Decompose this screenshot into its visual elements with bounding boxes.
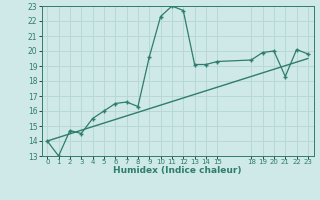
X-axis label: Humidex (Indice chaleur): Humidex (Indice chaleur) bbox=[113, 166, 242, 175]
